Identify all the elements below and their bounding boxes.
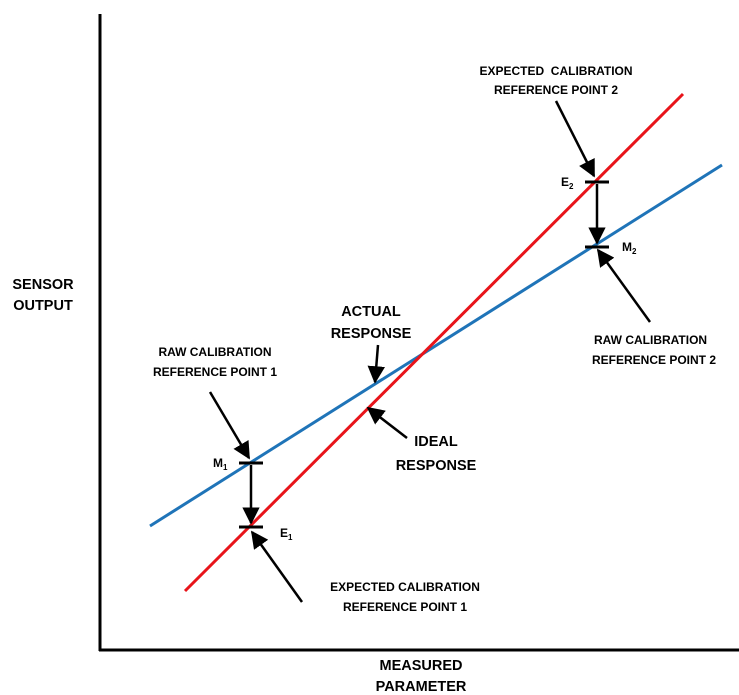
actual-response-arrow [367, 344, 385, 384]
ideal-response-line [183, 92, 685, 593]
x-axis-label-line1: MEASURED [380, 658, 463, 674]
e2-label: E2 [561, 175, 574, 191]
raw-ref-2-arrow [596, 248, 652, 323]
expected-ref-2-label-line1: EXPECTED CALIBRATION [479, 64, 632, 78]
actual-response-label-line2: RESPONSE [331, 326, 412, 342]
y-axis-label-line2: OUTPUT [13, 298, 73, 314]
raw-ref-2-label-line1: RAW CALIBRATION [594, 333, 707, 347]
expected-ref-1-label-line1: EXPECTED CALIBRATION [330, 580, 480, 594]
m1-label: M1 [213, 456, 228, 472]
m2-label: M2 [622, 240, 637, 256]
actual-response-line [149, 163, 723, 528]
ideal-response-label-line2: RESPONSE [396, 458, 477, 474]
e1-label: E1 [280, 526, 293, 542]
expected-ref-1-arrow [250, 530, 304, 603]
ideal-response-label-line1: IDEAL [414, 434, 458, 450]
x-axis-label-line2: PARAMETER [376, 679, 467, 695]
raw-ref-1-arrow [208, 391, 251, 460]
raw-ref-1-label-line2: REFERENCE POINT 1 [153, 365, 277, 379]
y-axis-label-line1: SENSOR [12, 277, 74, 293]
expected-ref-1-label-line2: REFERENCE POINT 1 [343, 600, 467, 614]
ideal-response-arrow [366, 406, 408, 439]
raw-ref-2-label-line2: REFERENCE POINT 2 [592, 353, 716, 367]
expected-ref-2-label-line2: REFERENCE POINT 2 [494, 83, 618, 97]
raw-ref-1-label-line1: RAW CALIBRATION [158, 345, 271, 359]
actual-response-label-line1: ACTUAL [341, 304, 401, 320]
expected-ref-2-arrow [554, 100, 596, 178]
